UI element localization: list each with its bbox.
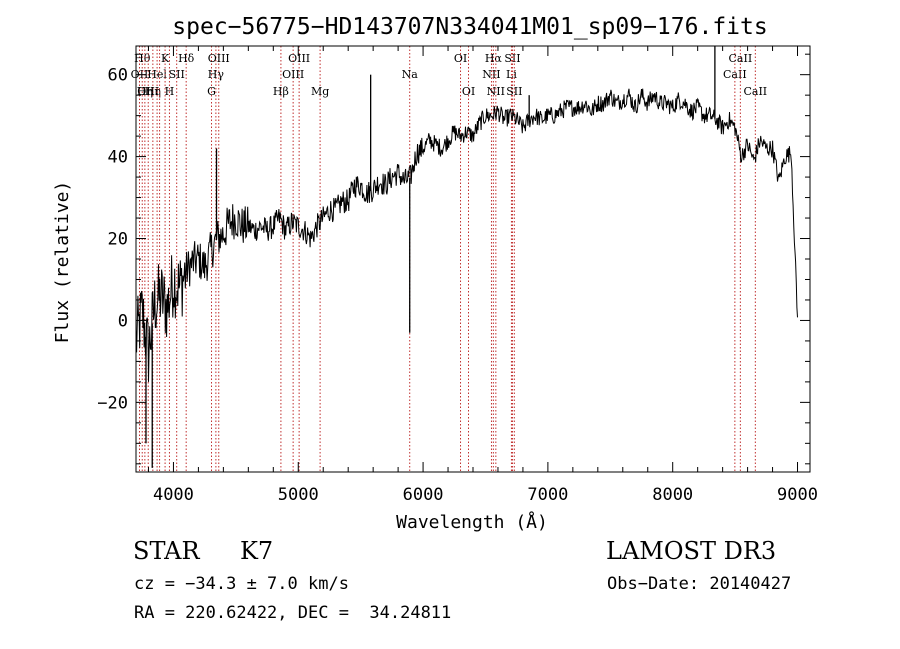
spectrum-series	[135, 46, 798, 468]
line-marker-label: SII	[169, 68, 185, 81]
line-marker-label: Mg	[311, 85, 329, 98]
obs-date-text: Obs−Date: 20140427	[607, 574, 792, 594]
line-marker-label: Na	[402, 68, 419, 81]
line-marker-label: Li	[506, 68, 517, 81]
line-marker-label: CaII	[743, 85, 767, 98]
x-tick-label: 4000	[153, 485, 194, 505]
x-tick-label: 9000	[777, 485, 818, 505]
line-marker-label: OIII	[137, 85, 159, 98]
y-tick-label: 20	[108, 230, 128, 250]
x-tick-label: 7000	[527, 485, 568, 505]
y-axis-label: Flux (relative)	[52, 181, 73, 344]
x-tick-label: 6000	[403, 485, 444, 505]
line-marker-label: Hβ	[273, 85, 289, 98]
line-marker-label: NII	[487, 85, 505, 98]
y-tick-label: 60	[108, 66, 128, 86]
redshift-text: cz = −34.3 ± 7.0 km/s	[134, 574, 349, 594]
line-marker-label: Hη	[145, 85, 161, 98]
axes: 4000 5000 6000 7000 8000 9000 −20 0 20 40 60	[97, 45, 818, 505]
survey-label: LAMOST DR3	[606, 537, 777, 565]
y-tick-label: 0	[118, 311, 128, 331]
chart-title: spec−56775−HD143707N334041M01_sp09−176.f…	[172, 14, 767, 40]
x-tick-label: 5000	[278, 485, 319, 505]
line-marker-label: OIII	[208, 52, 230, 65]
line-marker-label: SII	[506, 85, 522, 98]
line-marker-label: G	[207, 85, 216, 98]
line-marker-label: Hα	[485, 52, 503, 65]
line-markers: OIIHθHηOIIIHηHelKHSIIHδGHγOIIIHβOIIIOIII…	[131, 46, 767, 472]
line-marker-label: Hδ	[178, 52, 195, 65]
line-marker-label: Hγ	[208, 68, 225, 81]
y-tick-label: 40	[108, 148, 128, 168]
x-axis-label: Wavelength (Å)	[396, 511, 548, 533]
line-marker-label: Hθ	[134, 52, 151, 65]
line-marker-label: Hel	[147, 68, 167, 81]
class-label: STAR	[133, 537, 200, 565]
y-tick-label: −20	[97, 393, 128, 413]
line-marker-label: OIII	[282, 68, 304, 81]
line-marker-label: H	[165, 85, 175, 98]
coordinates-text: RA = 220.62422, DEC = 34.24811	[134, 603, 452, 623]
line-marker-label: CaII	[729, 52, 753, 65]
x-tick-label: 8000	[652, 485, 693, 505]
line-marker-label: CaII	[723, 68, 747, 81]
line-marker-label: K	[161, 52, 170, 65]
spectrum-line	[135, 88, 798, 382]
line-marker-label: OIII	[288, 52, 310, 65]
line-marker-label: SII	[504, 52, 520, 65]
subclass-label: K7	[240, 537, 274, 565]
line-marker-label: NII	[482, 68, 500, 81]
line-marker-label: OI	[454, 52, 467, 65]
line-marker-label: OI	[462, 85, 475, 98]
